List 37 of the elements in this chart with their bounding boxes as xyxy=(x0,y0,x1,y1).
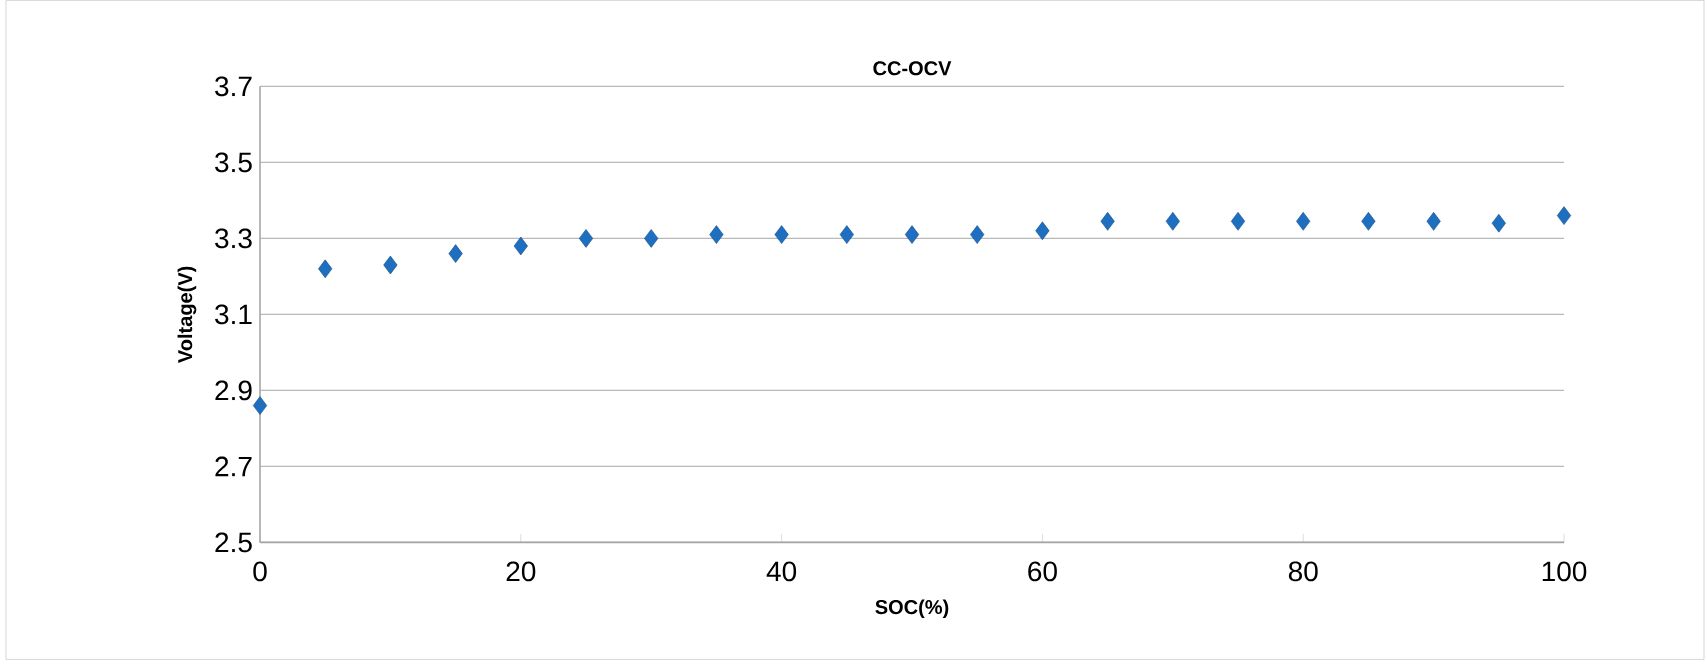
x-tick-label: 40 xyxy=(766,561,797,582)
point xyxy=(970,225,985,244)
x-tick-label: 20 xyxy=(506,561,536,582)
point xyxy=(1361,211,1376,231)
point xyxy=(383,255,398,275)
point xyxy=(1296,211,1311,231)
y-tick-label: 2.7 xyxy=(215,456,252,476)
point xyxy=(318,259,333,278)
y-tick-label: 3.1 xyxy=(215,304,252,325)
x-axis-title: SOC(%) xyxy=(875,599,949,618)
point xyxy=(252,396,268,415)
x-tick-label: 0 xyxy=(253,561,267,582)
point xyxy=(1426,211,1441,231)
chart-title: CC-OCV xyxy=(873,60,952,76)
point xyxy=(904,225,920,244)
x-tick-label: 80 xyxy=(1288,561,1318,582)
point xyxy=(839,225,854,244)
y-axis-title: Voltage(V) xyxy=(177,266,197,363)
y-tick-label: 3.7 xyxy=(215,76,252,97)
point xyxy=(644,228,659,248)
point xyxy=(1491,213,1506,233)
point xyxy=(1100,211,1115,231)
y-tick-label: 2.9 xyxy=(215,380,252,401)
x-tick-label: 60 xyxy=(1028,561,1057,582)
point xyxy=(774,225,789,244)
x-tick-label: 100 xyxy=(1542,561,1587,582)
point xyxy=(709,225,724,244)
point xyxy=(513,236,528,256)
point xyxy=(1165,211,1180,231)
y-tick-label: 3.5 xyxy=(215,152,252,173)
point xyxy=(1035,221,1050,240)
point xyxy=(448,244,463,263)
point xyxy=(1230,211,1246,231)
y-tick-label: 3.3 xyxy=(215,228,252,249)
point xyxy=(578,228,594,248)
point xyxy=(1556,206,1572,225)
y-tick-label: 2.5 xyxy=(215,532,252,553)
